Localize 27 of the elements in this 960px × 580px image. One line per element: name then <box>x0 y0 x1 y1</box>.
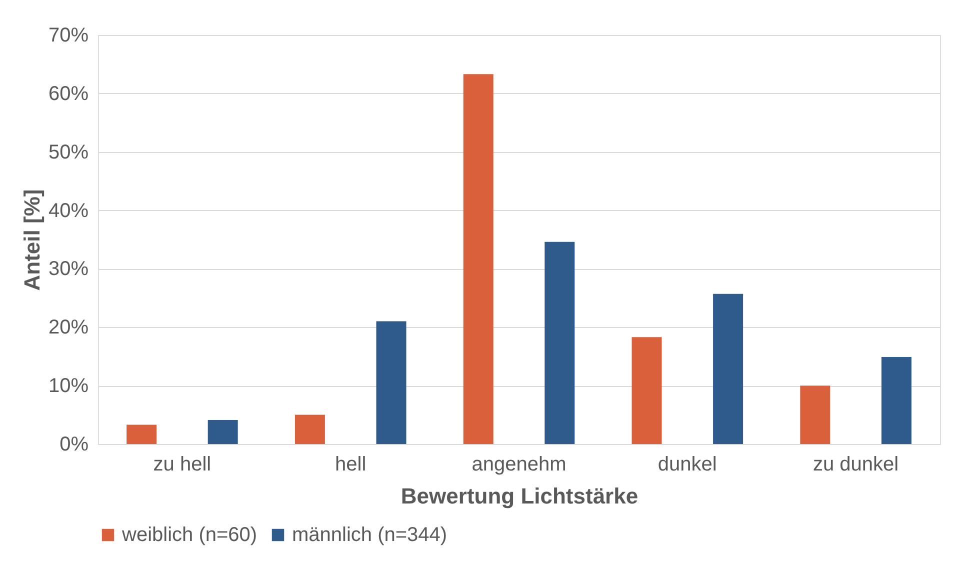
x-tick-label: angenehm <box>472 454 566 476</box>
y-tick-label: 20% <box>48 316 89 339</box>
y-tick-label: 10% <box>48 375 89 398</box>
legend-label: weiblich (n=60) <box>121 524 258 546</box>
bar <box>463 74 494 444</box>
bar <box>800 386 830 444</box>
bar <box>632 337 662 444</box>
legend-label: männlich (n=344) <box>292 524 448 546</box>
x-axis-title: Bewertung Lichtstärke <box>400 484 638 508</box>
y-tick-label: 60% <box>48 82 89 105</box>
bar <box>376 321 406 444</box>
y-tick-label: 30% <box>48 258 89 280</box>
bar <box>713 294 744 444</box>
bar <box>294 414 325 444</box>
x-tick-label: hell <box>335 454 366 476</box>
x-tick-label: zu dunkel <box>812 454 899 476</box>
x-tick-label: zu hell <box>153 454 212 476</box>
bar <box>126 424 157 444</box>
bar <box>208 420 238 444</box>
y-tick-label: 40% <box>48 200 89 222</box>
y-axis-title: Anteil [%] <box>19 189 44 291</box>
y-tick-label: 70% <box>48 24 89 46</box>
x-tick-label: dunkel <box>658 454 717 476</box>
y-tick-label: 0% <box>60 434 89 456</box>
y-tick-label: 50% <box>48 141 89 164</box>
bar <box>544 242 575 444</box>
bar <box>881 356 912 444</box>
